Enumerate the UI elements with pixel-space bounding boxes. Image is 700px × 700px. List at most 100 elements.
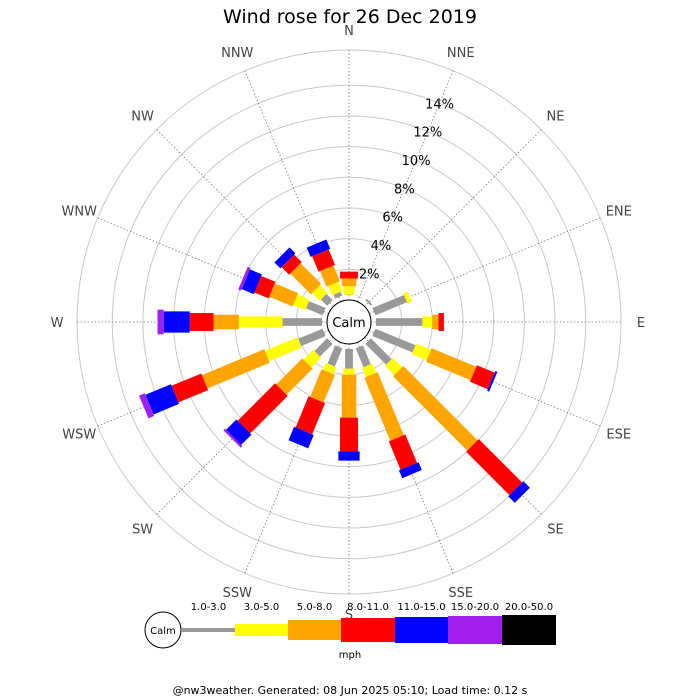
legend-swatch-6 [502, 615, 556, 645]
rose-bar-se-0 [365, 338, 392, 365]
rose-bar-wnw-1 [293, 294, 310, 310]
rose-bar-s-2 [341, 374, 357, 418]
direction-label-wnw: WNW [62, 204, 98, 219]
legend-label-4: 11.0-15.0 [397, 602, 445, 613]
rose-bar-wnw-2 [269, 283, 299, 307]
rose-bar-ssw-4 [288, 426, 314, 449]
rose-bar-sw-4 [226, 419, 252, 445]
legend-swatch-4 [395, 617, 448, 643]
direction-label-nne: NNE [447, 46, 475, 61]
rose-bar-sw-0 [314, 338, 333, 357]
rose-bar-w-0 [282, 318, 322, 326]
legend-swatch-0 [182, 628, 235, 632]
rose-bar-nw-2 [290, 263, 322, 295]
rose-bar-wsw-0 [298, 328, 326, 347]
direction-label-nnw: NNW [221, 46, 253, 61]
rose-bar-sse-2 [364, 372, 404, 441]
radial-tick-label: 6% [382, 211, 403, 226]
rose-bar-e-1 [422, 316, 433, 328]
chart-title: Wind rose for 26 Dec 2019 [223, 6, 477, 28]
legend-label-6: 20.0-50.0 [505, 602, 553, 613]
rose-bar-sw-3 [237, 383, 288, 434]
rose-bar-w-4 [163, 311, 190, 333]
radial-tick-label: 8% [394, 182, 415, 197]
legend-label-2: 5.0-8.0 [297, 602, 332, 613]
direction-label-ssw: SSW [223, 586, 253, 601]
direction-label-s: S [345, 608, 353, 623]
rose-bar-wsw-3 [171, 373, 209, 403]
calm-label: Calm [332, 316, 365, 331]
legend-calm-circle [144, 611, 182, 649]
grid-circle [142, 115, 556, 529]
radial-tick-label: 10% [402, 154, 431, 169]
rose-bar-wsw-4 [145, 384, 179, 415]
rose-bar-nnw-4 [306, 239, 331, 257]
rose-bar-wnw-5 [238, 266, 251, 291]
rose-bar-sse-0 [355, 345, 371, 368]
legend-calm-label: Calm [150, 626, 176, 637]
direction-label-sse: SSE [448, 586, 473, 601]
legend-label-3: 8.0-11.0 [347, 602, 389, 613]
radial-tick-label: 4% [371, 239, 392, 254]
rose-bar-w-1 [238, 316, 283, 328]
rose-bar-n-1 [343, 286, 355, 295]
rose-bar-ssw-2 [310, 369, 335, 403]
rose-bar-nnw-0 [333, 291, 343, 299]
rose-bar-se-4 [508, 481, 530, 503]
rose-bar-e-2 [432, 314, 439, 330]
rose-bar-ene-1 [403, 291, 412, 304]
rose-bar-nnw-1 [328, 281, 343, 296]
rose-bar-ese-4 [487, 371, 498, 392]
rose-bar-w-2 [213, 314, 239, 330]
legend-swatch-2 [288, 620, 341, 640]
legend-unit-label: mph [339, 650, 361, 661]
rose-bar-sw-1 [303, 349, 322, 368]
rose-bar-ne-0 [365, 298, 373, 306]
rose-bar-w-3 [189, 313, 214, 331]
direction-label-sw: SW [132, 522, 153, 537]
rose-bar-ssw-3 [295, 396, 326, 435]
direction-label-ene: ENE [606, 204, 632, 219]
legend-swatch-1 [235, 624, 288, 636]
calm-circle [326, 299, 372, 345]
direction-label-w: W [51, 316, 64, 331]
rose-bar-ssw-0 [327, 345, 343, 367]
rose-bar-nw-0 [320, 293, 333, 306]
rose-bar-n-2 [341, 278, 357, 287]
rose-bar-ese-2 [426, 348, 477, 381]
rose-bar-s-4 [338, 451, 360, 461]
rose-bar-e-0 [376, 318, 423, 326]
rose-bar-nnw-3 [312, 249, 336, 272]
rose-bar-ssw-1 [323, 362, 337, 375]
footer-text: @nw3weather. Generated: 08 Jun 2025 05:1… [172, 684, 528, 697]
radial-tick-label: 2% [359, 267, 380, 282]
rose-bar-nne-0 [355, 295, 364, 299]
legend-swatch-5 [448, 616, 502, 644]
rose-bar-nw-4 [274, 247, 296, 269]
legend-label-0: 1.0-3.0 [191, 602, 226, 613]
radial-tick-label: 14% [425, 97, 454, 112]
direction-label-nw: NW [131, 110, 154, 125]
rose-bar-s-1 [343, 368, 355, 375]
rose-bar-n-3 [340, 271, 358, 279]
rose-bar-sse-3 [388, 434, 418, 470]
rose-bar-ese-3 [470, 365, 495, 390]
rose-bar-sse-1 [361, 363, 377, 378]
rose-bar-wsw-2 [201, 349, 270, 389]
rose-bar-se-3 [466, 439, 523, 496]
rose-bar-wsw-5 [139, 393, 155, 419]
rose-bar-se-2 [393, 366, 478, 451]
legend-swatch-3 [341, 618, 395, 642]
rose-bar-w-5 [157, 309, 164, 335]
rose-bar-ene-0 [372, 295, 407, 316]
rose-bar-ese-0 [372, 328, 416, 353]
rose-bar-wnw-3 [254, 276, 276, 299]
direction-label-wsw: WSW [62, 428, 96, 443]
rose-bar-wnw-0 [305, 301, 326, 316]
legend-label-5: 15.0-20.0 [451, 602, 499, 613]
rose-bar-se-1 [385, 358, 403, 376]
radial-tick-label: 12% [413, 126, 442, 141]
rose-bar-e-3 [438, 313, 444, 331]
direction-label-e: E [637, 316, 645, 331]
